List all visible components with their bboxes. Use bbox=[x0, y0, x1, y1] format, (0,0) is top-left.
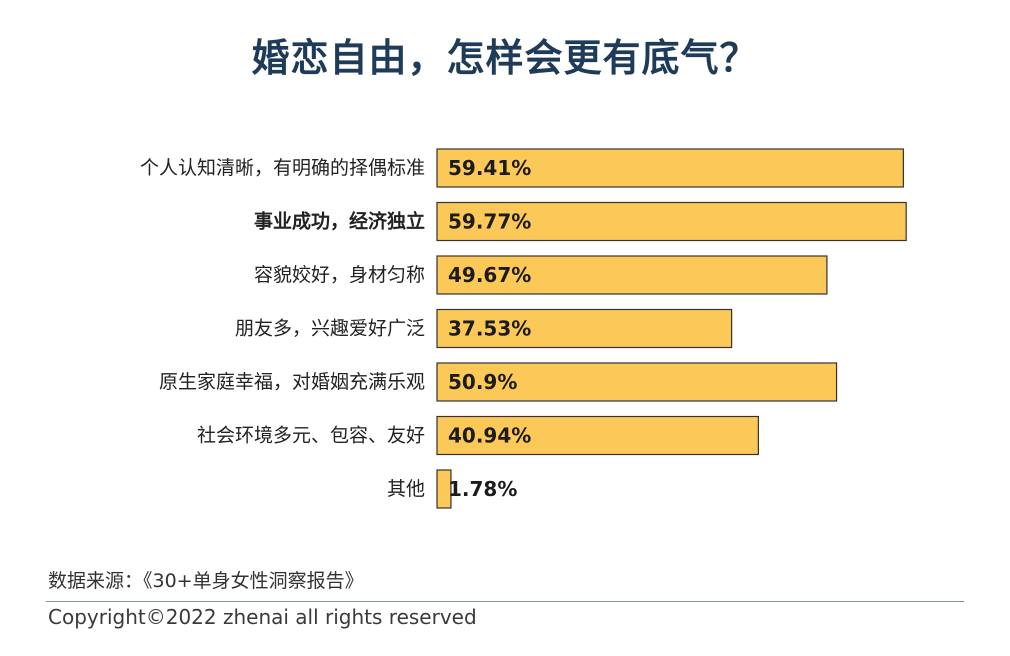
category-label-3: 容貌姣好，身材匀称 bbox=[254, 264, 425, 286]
data-source-note: 数据来源：《30+单身女性洞察报告》 bbox=[48, 570, 364, 592]
value-label-6: 40.94% bbox=[448, 424, 531, 448]
value-label-1: 59.41% bbox=[448, 156, 531, 180]
copyright-text: Copyright©2022 zhenai all rights reserve… bbox=[48, 605, 477, 629]
bar-1 bbox=[436, 148, 904, 188]
category-label-2: 事业成功，经济独立 bbox=[254, 210, 425, 233]
bar-2 bbox=[436, 201, 907, 242]
value-label-5: 50.9% bbox=[448, 370, 517, 394]
value-label-7: 1.78% bbox=[448, 477, 517, 501]
category-label-1: 个人认知清晰，有明确的择偶标准 bbox=[140, 157, 425, 179]
value-label-4: 37.53% bbox=[448, 317, 531, 341]
bar-6 bbox=[436, 415, 759, 456]
bar-4 bbox=[436, 308, 733, 349]
bar-7 bbox=[436, 469, 452, 509]
category-label-5: 原生家庭幸福，对婚姻充满乐观 bbox=[159, 371, 425, 393]
category-label-6: 社会环境多元、包容、友好 bbox=[197, 425, 425, 447]
category-label-4: 朋友多，兴趣爱好广泛 bbox=[235, 318, 425, 340]
value-label-2: 59.77% bbox=[448, 210, 531, 234]
bar-3 bbox=[436, 255, 828, 295]
value-label-3: 49.67% bbox=[448, 263, 531, 287]
chart-title: 婚恋自由，怎样会更有底气？ bbox=[251, 36, 759, 80]
category-label-7: 其他 bbox=[387, 478, 425, 500]
bar-5 bbox=[436, 362, 838, 402]
bar-chart: 个人认知清晰，有明确的择偶标准 59.41% 事业成功，经济独立 59.77% 容貌姣好… bbox=[140, 148, 907, 509]
footer-divider bbox=[46, 601, 964, 602]
